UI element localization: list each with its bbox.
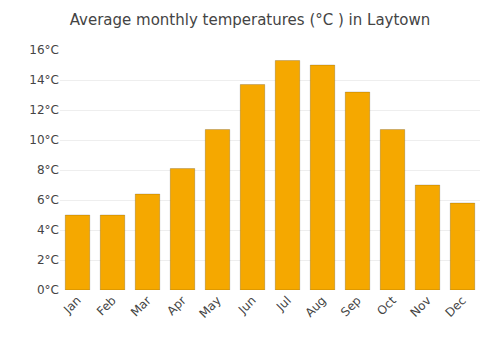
svg-text:10°C: 10°C: [29, 133, 59, 147]
svg-text:12°C: 12°C: [29, 103, 59, 117]
svg-text:0°C: 0°C: [37, 283, 59, 297]
svg-text:Sep: Sep: [338, 293, 364, 319]
svg-text:Mar: Mar: [128, 293, 154, 319]
svg-text:Apr: Apr: [164, 293, 189, 318]
svg-text:Jan: Jan: [60, 293, 84, 317]
svg-text:Jun: Jun: [235, 293, 259, 317]
svg-text:2°C: 2°C: [37, 253, 59, 267]
svg-text:Dec: Dec: [443, 293, 469, 319]
svg-text:Aug: Aug: [302, 293, 328, 319]
svg-text:8°C: 8°C: [37, 163, 59, 177]
svg-text:Nov: Nov: [407, 293, 433, 319]
svg-text:Feb: Feb: [94, 293, 119, 318]
svg-text:6°C: 6°C: [37, 193, 59, 207]
svg-text:16°C: 16°C: [29, 43, 59, 57]
svg-text:14°C: 14°C: [29, 73, 59, 87]
svg-text:4°C: 4°C: [37, 223, 59, 237]
svg-text:Oct: Oct: [374, 293, 399, 318]
svg-text:Jul: Jul: [273, 293, 294, 314]
svg-text:May: May: [196, 293, 223, 320]
svg-text:Average monthly temperatures (: Average monthly temperatures (°C ) in La…: [70, 11, 431, 29]
